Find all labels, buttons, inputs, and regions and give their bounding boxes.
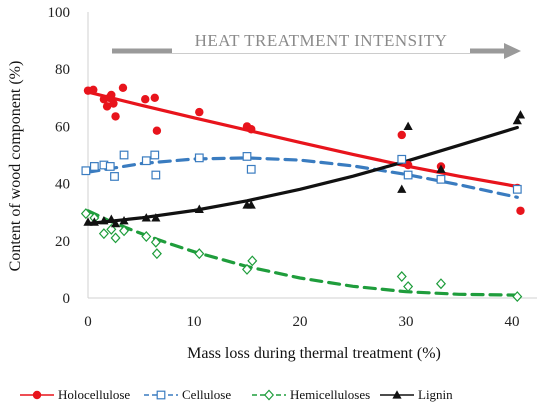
holocellulose-point: [516, 206, 525, 215]
x-tick-label: 30: [399, 314, 414, 330]
lignin-point: [141, 213, 151, 222]
y-axis-label: Content of wood component (%): [7, 61, 24, 272]
y-tick-label: 100: [48, 5, 71, 21]
cellulose-point: [403, 170, 413, 180]
hemicelluloses-point: [396, 271, 407, 283]
cellulose-point: [141, 156, 151, 166]
lignin-point: [99, 215, 109, 225]
legend-marker-lignin: [392, 390, 402, 399]
lignin-point: [194, 204, 204, 213]
legend-marker-holocellulose: [32, 390, 42, 400]
lignin-point: [403, 121, 413, 130]
lignin-point: [106, 214, 116, 223]
y-axis-title: Content of wood component (%): [7, 61, 24, 272]
hemicelluloses-point: [194, 248, 205, 260]
hemicelluloses-point: [150, 236, 161, 248]
holocellulose-point: [397, 130, 406, 140]
holocellulose-point: [111, 112, 120, 121]
intensity-annotation: HEAT TREATMENT INTENSITY: [112, 27, 521, 59]
cellulose-point: [89, 162, 99, 171]
legend: Holocellulose Cellulose Hemicelluloses Lign…: [20, 387, 453, 402]
x-tick-label: 10: [187, 314, 202, 330]
holocellulose-point: [150, 93, 159, 103]
lignin-point: [83, 217, 93, 226]
cellulose-point: [436, 174, 446, 184]
x-axis-label: Mass loss during thermal treatment (%): [187, 345, 441, 362]
hemicelluloses-point: [151, 248, 162, 260]
holocellulose-point: [89, 85, 98, 94]
legend-item-cellulose: Cellulose: [144, 387, 231, 402]
hemicelluloses-point: [80, 208, 91, 220]
hemicelluloses-point: [241, 263, 253, 275]
y-tick-label: 40: [55, 177, 70, 193]
lignin-point: [512, 115, 522, 125]
lignin-point: [397, 184, 407, 193]
hemicelluloses-point: [141, 231, 152, 242]
annotation-arrow-head: [504, 43, 521, 59]
y-tick-label: 60: [55, 119, 70, 135]
x-tick-labels: 0 10 20 30 40: [84, 314, 519, 330]
cellulose-trendline: [86, 156, 519, 199]
legend-marker-cellulose: [156, 390, 166, 400]
hemicelluloses-point: [247, 255, 258, 267]
holocellulose-point: [247, 125, 256, 134]
holocellulose-point: [152, 126, 162, 135]
x-tick-label: 0: [84, 314, 92, 330]
lignin-point: [89, 217, 99, 226]
hemicelluloses-point: [435, 278, 446, 290]
cellulose-point: [397, 154, 407, 164]
hemicelluloses-point: [403, 281, 414, 293]
lignin-point: [246, 200, 256, 209]
legend-item-holocellulose: Holocellulose: [20, 387, 130, 402]
cellulose-point: [151, 170, 161, 180]
annotation-text: HEAT TREATMENT INTENSITY: [195, 31, 448, 50]
annotation-backdrop: [172, 27, 470, 53]
plot-area: [80, 83, 526, 303]
legend-marker-hemicelluloses: [263, 389, 275, 401]
x-tick-label: 20: [293, 314, 308, 330]
hemicelluloses-point: [110, 232, 121, 244]
y-tick-label: 80: [55, 62, 70, 78]
cellulose-point: [512, 184, 522, 194]
legend-label-lignin: Lignin: [418, 387, 453, 402]
legend-label-holocellulose: Holocellulose: [58, 387, 130, 402]
holocellulose-point: [107, 90, 116, 100]
cellulose-point: [119, 150, 129, 160]
cellulose-point: [194, 153, 204, 163]
lignin-point: [436, 164, 446, 173]
legend-label-cellulose: Cellulose: [182, 387, 231, 402]
holocellulose-point: [109, 99, 118, 108]
lignin-point: [151, 213, 161, 222]
y-tick-labels: 0 20 40 60 80 100: [48, 5, 71, 307]
y-tick-label: 0: [63, 291, 71, 307]
hemicelluloses-point: [98, 228, 109, 240]
y-tick-label: 20: [55, 234, 70, 250]
legend-item-hemicelluloses: Hemicelluloses: [252, 387, 370, 402]
hemicelluloses-point: [119, 225, 130, 237]
cellulose-point: [81, 166, 91, 176]
lignin-trendline: [86, 125, 519, 226]
hemicelluloses-point: [512, 291, 523, 303]
cellulose-point: [246, 164, 256, 174]
x-tick-label: 40: [505, 314, 520, 330]
lignin-point: [110, 218, 121, 228]
hemicelluloses-trendline: [86, 209, 519, 297]
cellulose-point: [110, 172, 119, 181]
cellulose-point: [242, 152, 252, 161]
lignin-point: [515, 110, 526, 119]
lignin-point: [119, 215, 129, 225]
legend-label-hemicelluloses: Hemicelluloses: [290, 387, 370, 402]
holocellulose-point: [102, 102, 112, 111]
cellulose-point: [150, 150, 160, 160]
legend-item-lignin: Lignin: [380, 387, 453, 402]
holocellulose-point: [195, 107, 204, 117]
holocellulose-point: [141, 95, 150, 104]
holocellulose-point: [118, 83, 128, 92]
cellulose-point: [105, 162, 115, 171]
